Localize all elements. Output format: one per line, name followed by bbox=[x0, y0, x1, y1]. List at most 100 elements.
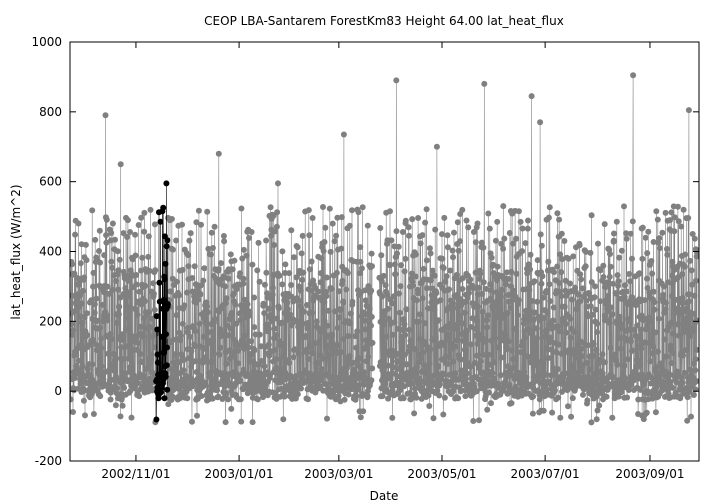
data-point bbox=[526, 286, 533, 293]
data-point bbox=[567, 334, 574, 341]
data-point bbox=[445, 331, 452, 338]
y-axis-label: lat_heat_flux (W/m^2) bbox=[9, 184, 23, 319]
data-point bbox=[578, 353, 585, 359]
data-point bbox=[269, 291, 276, 298]
data-point bbox=[595, 240, 601, 247]
data-point bbox=[272, 332, 279, 339]
data-point bbox=[273, 223, 280, 230]
data-point bbox=[96, 248, 102, 254]
data-point bbox=[340, 131, 347, 138]
data-point bbox=[139, 254, 146, 261]
data-point bbox=[655, 348, 661, 355]
data-point bbox=[690, 327, 697, 334]
data-point bbox=[556, 216, 563, 223]
data-point bbox=[124, 234, 131, 240]
data-point bbox=[232, 301, 239, 308]
data-point bbox=[423, 257, 430, 264]
data-point bbox=[417, 240, 424, 247]
x-tick-label: 2002/11/01 bbox=[101, 467, 170, 481]
data-point bbox=[505, 276, 512, 282]
data-point bbox=[638, 345, 645, 352]
data-point bbox=[420, 265, 427, 272]
data-point bbox=[164, 237, 171, 244]
data-point bbox=[105, 290, 112, 297]
data-point bbox=[638, 371, 645, 378]
data-point bbox=[626, 318, 633, 324]
data-point bbox=[636, 363, 642, 370]
data-point bbox=[427, 250, 434, 257]
data-point bbox=[441, 214, 448, 221]
data-point bbox=[193, 219, 200, 226]
y-tick-label: 600 bbox=[39, 175, 62, 189]
y-tick-label: 1000 bbox=[31, 35, 62, 49]
data-point bbox=[119, 336, 125, 343]
data-point bbox=[475, 303, 482, 310]
data-point bbox=[357, 364, 364, 371]
data-point bbox=[241, 296, 248, 303]
data-point bbox=[447, 321, 453, 327]
x-tick-label: 2003/07/01 bbox=[511, 467, 580, 481]
data-point bbox=[587, 303, 594, 310]
data-point bbox=[369, 263, 375, 270]
data-point bbox=[621, 362, 628, 369]
data-point bbox=[422, 320, 429, 327]
data-point bbox=[546, 339, 553, 346]
data-point bbox=[455, 395, 462, 402]
data-point bbox=[345, 391, 352, 398]
data-point bbox=[601, 221, 608, 228]
data-point bbox=[103, 232, 110, 239]
data-point bbox=[600, 262, 607, 269]
data-point bbox=[78, 300, 85, 307]
data-point bbox=[468, 341, 475, 348]
data-point bbox=[475, 331, 482, 338]
data-point bbox=[200, 277, 207, 284]
data-point bbox=[475, 376, 482, 383]
data-point bbox=[391, 261, 398, 268]
data-point bbox=[629, 347, 636, 354]
data-point bbox=[272, 346, 278, 353]
data-point bbox=[550, 304, 557, 311]
data-point bbox=[550, 317, 556, 324]
data-point bbox=[119, 331, 126, 338]
data-point bbox=[161, 395, 168, 402]
data-point bbox=[298, 250, 305, 257]
data-point bbox=[639, 224, 646, 231]
data-point bbox=[278, 366, 285, 373]
data-point bbox=[246, 235, 252, 241]
data-point bbox=[400, 395, 407, 402]
data-point bbox=[444, 232, 451, 239]
data-point bbox=[551, 269, 557, 276]
data-point bbox=[540, 407, 547, 414]
data-point bbox=[650, 343, 657, 350]
data-point bbox=[316, 360, 323, 367]
data-point bbox=[577, 271, 584, 278]
data-point bbox=[415, 318, 422, 325]
data-point bbox=[440, 342, 447, 349]
data-point bbox=[381, 318, 388, 325]
data-point bbox=[545, 258, 552, 265]
data-point bbox=[472, 239, 479, 246]
data-point bbox=[656, 235, 663, 242]
data-point bbox=[682, 251, 689, 258]
data-point bbox=[194, 412, 200, 419]
data-point bbox=[161, 276, 168, 283]
data-point bbox=[288, 282, 295, 288]
data-point bbox=[329, 332, 336, 338]
data-point bbox=[294, 391, 301, 398]
data-point bbox=[126, 368, 133, 375]
data-point bbox=[145, 233, 152, 240]
data-point bbox=[565, 403, 571, 410]
data-point bbox=[361, 369, 368, 376]
data-point bbox=[324, 322, 331, 329]
data-point bbox=[84, 332, 91, 338]
data-point bbox=[279, 281, 286, 288]
data-point bbox=[337, 306, 344, 313]
data-point bbox=[591, 294, 598, 301]
data-point bbox=[383, 333, 390, 340]
y-tick-label: 0 bbox=[54, 384, 62, 398]
data-point bbox=[83, 310, 90, 317]
data-point bbox=[98, 344, 105, 351]
data-point bbox=[115, 286, 122, 293]
data-point bbox=[513, 325, 520, 332]
data-point bbox=[390, 370, 396, 377]
